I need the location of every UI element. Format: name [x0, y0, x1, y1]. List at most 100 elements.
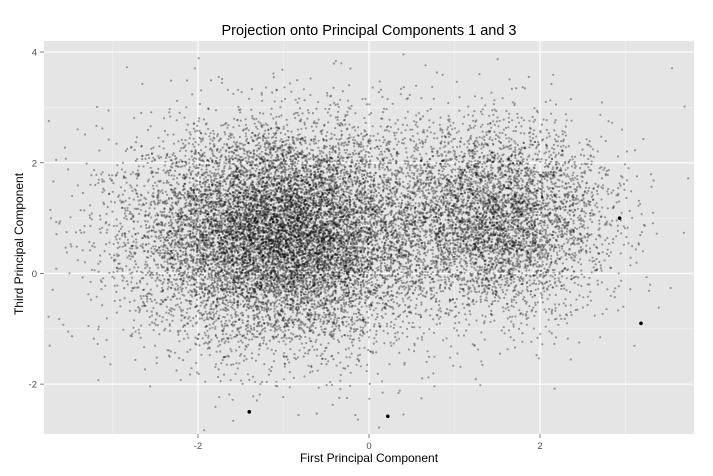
scatter-point: [180, 216, 183, 219]
scatter-point: [390, 289, 393, 293]
scatter-point: [204, 258, 208, 261]
scatter-point: [315, 184, 318, 187]
scatter-point: [292, 305, 295, 308]
scatter-point: [324, 281, 327, 284]
scatter-point: [171, 222, 174, 225]
scatter-point: [135, 136, 138, 139]
scatter-point: [423, 131, 426, 134]
scatter-point: [343, 218, 346, 221]
scatter-point: [223, 167, 226, 170]
scatter-point: [417, 279, 420, 282]
scatter-point: [286, 245, 289, 248]
scatter-point: [335, 138, 338, 141]
scatter-point: [81, 249, 84, 252]
scatter-point: [214, 183, 217, 187]
scatter-point: [340, 286, 343, 289]
scatter-point: [123, 217, 126, 220]
scatter-point: [362, 326, 365, 329]
scatter-point: [278, 163, 281, 166]
scatter-point: [161, 256, 164, 259]
scatter-point: [241, 269, 244, 272]
scatter-point: [345, 149, 349, 152]
scatter-point: [198, 317, 201, 320]
scatter-point: [170, 174, 173, 177]
scatter-point: [113, 254, 116, 257]
scatter-point: [301, 278, 305, 281]
scatter-point: [302, 208, 305, 211]
scatter-point: [378, 153, 381, 156]
scatter-point: [229, 225, 233, 228]
scatter-point: [262, 342, 265, 345]
scatter-point: [185, 176, 188, 179]
scatter-point: [289, 208, 292, 211]
scatter-point: [174, 219, 177, 222]
scatter-point: [180, 220, 183, 223]
scatter-point: [381, 111, 384, 114]
scatter-point: [383, 262, 386, 265]
scatter-point: [312, 138, 315, 141]
scatter-point: [131, 171, 135, 174]
scatter-point: [124, 215, 127, 218]
scatter-point: [331, 147, 334, 151]
scatter-point: [290, 258, 293, 261]
scatter-point: [101, 127, 104, 130]
scatter-point: [344, 176, 347, 179]
scatter-point: [156, 251, 160, 254]
scatter-point: [417, 185, 421, 188]
scatter-point: [245, 213, 248, 216]
scatter-point: [309, 201, 312, 204]
scatter-point: [292, 281, 295, 284]
scatter-point: [209, 220, 212, 223]
scatter-point: [195, 199, 198, 202]
scatter-point: [394, 192, 397, 195]
scatter-point: [83, 261, 87, 264]
scatter-point: [336, 234, 339, 237]
scatter-point: [319, 318, 322, 321]
scatter-point: [356, 231, 359, 234]
scatter-point: [253, 122, 256, 125]
scatter-point: [269, 172, 272, 175]
scatter-point: [191, 158, 194, 161]
scatter-point: [207, 318, 210, 321]
scatter-point: [290, 205, 293, 208]
scatter-point: [255, 399, 259, 402]
scatter-point: [302, 183, 306, 186]
scatter-point: [198, 225, 201, 228]
scatter-point: [387, 285, 390, 289]
scatter-point: [239, 326, 242, 329]
scatter-point: [401, 297, 404, 300]
scatter-point: [268, 163, 271, 167]
scatter-point: [196, 254, 199, 257]
scatter-point: [274, 292, 278, 295]
scatter-point: [260, 214, 263, 217]
scatter-point: [219, 156, 222, 159]
scatter-point: [208, 196, 211, 199]
scatter-point: [388, 118, 391, 121]
scatter-point: [322, 204, 326, 208]
scatter-point: [314, 311, 317, 314]
scatter-point: [411, 321, 414, 324]
scatter-point: [262, 274, 266, 277]
scatter-point: [286, 123, 289, 126]
scatter-point: [258, 287, 261, 290]
scatter-point: [360, 132, 363, 135]
scatter-point: [413, 289, 416, 292]
scatter-point: [357, 185, 360, 188]
scatter-point: [307, 276, 311, 279]
scatter-point: [294, 164, 297, 168]
scatter-point: [228, 165, 231, 168]
scatter-point: [81, 191, 84, 195]
scatter-point: [215, 350, 218, 353]
scatter-point: [364, 154, 367, 157]
scatter-point: [193, 157, 196, 160]
scatter-point: [321, 233, 324, 236]
scatter-point: [296, 150, 299, 153]
scatter-point: [226, 313, 229, 316]
scatter-point: [250, 242, 254, 245]
scatter-point: [410, 204, 413, 207]
scatter-point: [366, 241, 369, 244]
scatter-point: [103, 180, 106, 183]
scatter-point: [211, 311, 214, 314]
scatter-point: [116, 253, 119, 256]
